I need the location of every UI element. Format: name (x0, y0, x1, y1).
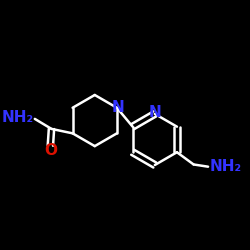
Text: N: N (148, 105, 161, 120)
Text: N: N (112, 100, 124, 115)
Text: NH₂: NH₂ (209, 159, 241, 174)
Text: NH₂: NH₂ (2, 110, 34, 125)
Text: O: O (44, 142, 57, 158)
